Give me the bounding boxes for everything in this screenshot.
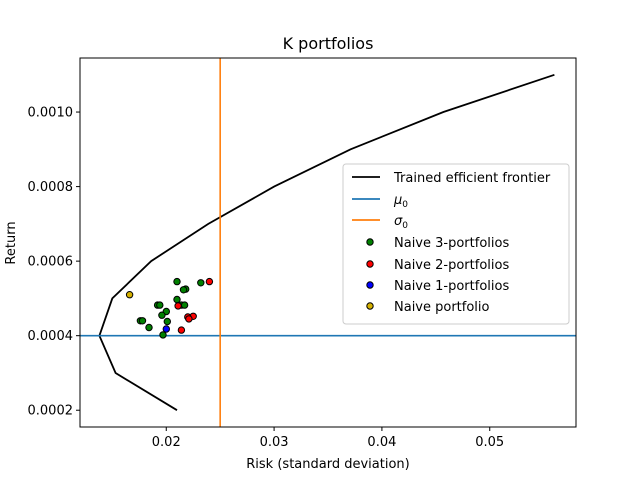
scatter-point-series-0 bbox=[173, 295, 181, 304]
legend: Trained efficient frontier μ0 σ0 Naive 3… bbox=[342, 163, 570, 325]
x-tick-label: 0.04 bbox=[367, 435, 396, 450]
x-tick-label: 0.05 bbox=[475, 435, 504, 450]
scatter-point-series-3 bbox=[125, 291, 134, 299]
y-axis-label: Return bbox=[4, 221, 19, 264]
scatter-point-series-0 bbox=[145, 323, 153, 332]
legend-label-sigma0: σ0 bbox=[394, 214, 408, 231]
chart-title: K portfolios bbox=[283, 34, 374, 53]
x-tick-label: 0.03 bbox=[260, 435, 289, 450]
scatter-point-series-1 bbox=[185, 315, 193, 323]
legend-box bbox=[342, 163, 570, 325]
legend-marker-naive-2 bbox=[366, 260, 374, 268]
frontier-line bbox=[98, 73, 555, 411]
legend-label-naive-portfolio: Naive portfolio bbox=[394, 300, 490, 315]
scatter-point-series-0 bbox=[163, 317, 172, 326]
scatter-point-series-2 bbox=[162, 325, 171, 333]
legend-marker-naive-1 bbox=[366, 281, 374, 289]
scatter-point-series-0 bbox=[197, 279, 205, 287]
x-axis: 0.02 0.03 0.04 0.05 bbox=[152, 427, 504, 450]
plot-frame bbox=[79, 57, 577, 428]
legend-sigma0-subscript: 0 bbox=[402, 221, 408, 231]
y-tick-label: 0.0002 bbox=[28, 404, 74, 419]
x-tick-label: 0.02 bbox=[152, 435, 181, 450]
scatter-point-series-1 bbox=[177, 326, 186, 334]
scatter-point-series-0 bbox=[173, 277, 181, 286]
legend-label-mu0: μ0 bbox=[393, 193, 408, 210]
scatter-point-series-1 bbox=[174, 302, 182, 310]
y-tick-label: 0.0006 bbox=[28, 255, 74, 270]
legend-sigma0-symbol: σ bbox=[394, 214, 403, 229]
y-tick-label: 0.0010 bbox=[28, 106, 74, 121]
scatter-point-series-0 bbox=[156, 301, 164, 309]
scatter-point-series-1 bbox=[205, 277, 214, 286]
legend-label-naive-3: Naive 3-portfolios bbox=[394, 236, 509, 251]
legend-label-frontier: Trained efficient frontier bbox=[393, 171, 551, 186]
plot-area bbox=[80, 58, 576, 427]
legend-label-naive-1: Naive 1-portfolios bbox=[394, 279, 509, 294]
scatter-point-series-0 bbox=[159, 331, 167, 339]
y-tick-label: 0.0008 bbox=[28, 180, 74, 195]
scatter-point-series-0 bbox=[180, 301, 189, 309]
y-tick-label: 0.0004 bbox=[28, 329, 74, 344]
legend-mu0-subscript: 0 bbox=[402, 200, 408, 210]
y-axis: 0.0002 0.0004 0.0006 0.0008 0.0010 bbox=[28, 106, 80, 419]
legend-marker-naive-3 bbox=[366, 238, 374, 246]
legend-marker-naive-portfolio bbox=[366, 302, 374, 310]
scatter-point-series-0 bbox=[138, 317, 147, 325]
legend-label-naive-2: Naive 2-portfolios bbox=[394, 258, 509, 273]
x-axis-label: Risk (standard deviation) bbox=[246, 457, 409, 472]
legend-mu0-symbol: μ bbox=[393, 193, 402, 208]
scatter-point-series-0 bbox=[179, 286, 188, 294]
scatter-point-series-0 bbox=[158, 311, 166, 319]
